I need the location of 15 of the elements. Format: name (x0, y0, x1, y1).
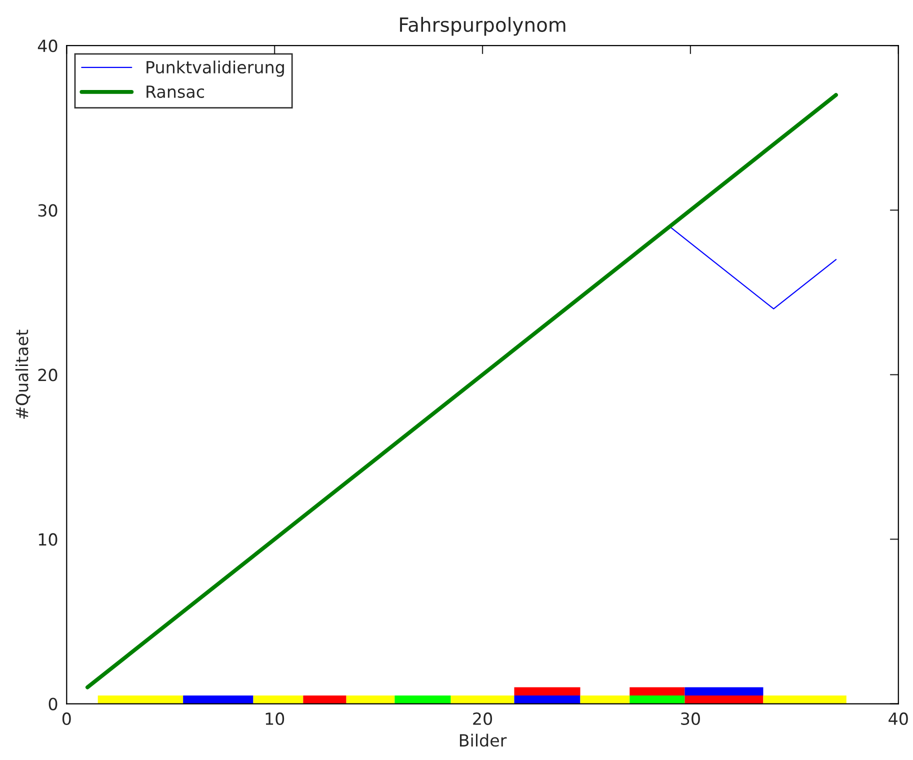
y-tick-label: 0 (48, 698, 58, 710)
y-axis-title: #Qualitaet (15, 330, 30, 419)
y-tick-label: 20 (38, 368, 58, 382)
x-axis-title: Bilder (460, 734, 507, 747)
y-tick-label: 10 (38, 533, 58, 546)
legend-label: Ransac (146, 86, 204, 98)
x-tick-label: 20 (473, 712, 492, 725)
y-tick-label: 30 (38, 204, 58, 217)
y-tick-label: 40 (38, 40, 58, 52)
x-tick-label: 40 (888, 712, 908, 725)
legend-label: Punktvalidierung (146, 60, 284, 77)
x-tick-label: 10 (266, 712, 284, 725)
chart-title: Fahrspurpolynom (400, 16, 566, 36)
x-tick-label: 0 (62, 712, 71, 725)
x-tick-label: 30 (681, 712, 700, 725)
